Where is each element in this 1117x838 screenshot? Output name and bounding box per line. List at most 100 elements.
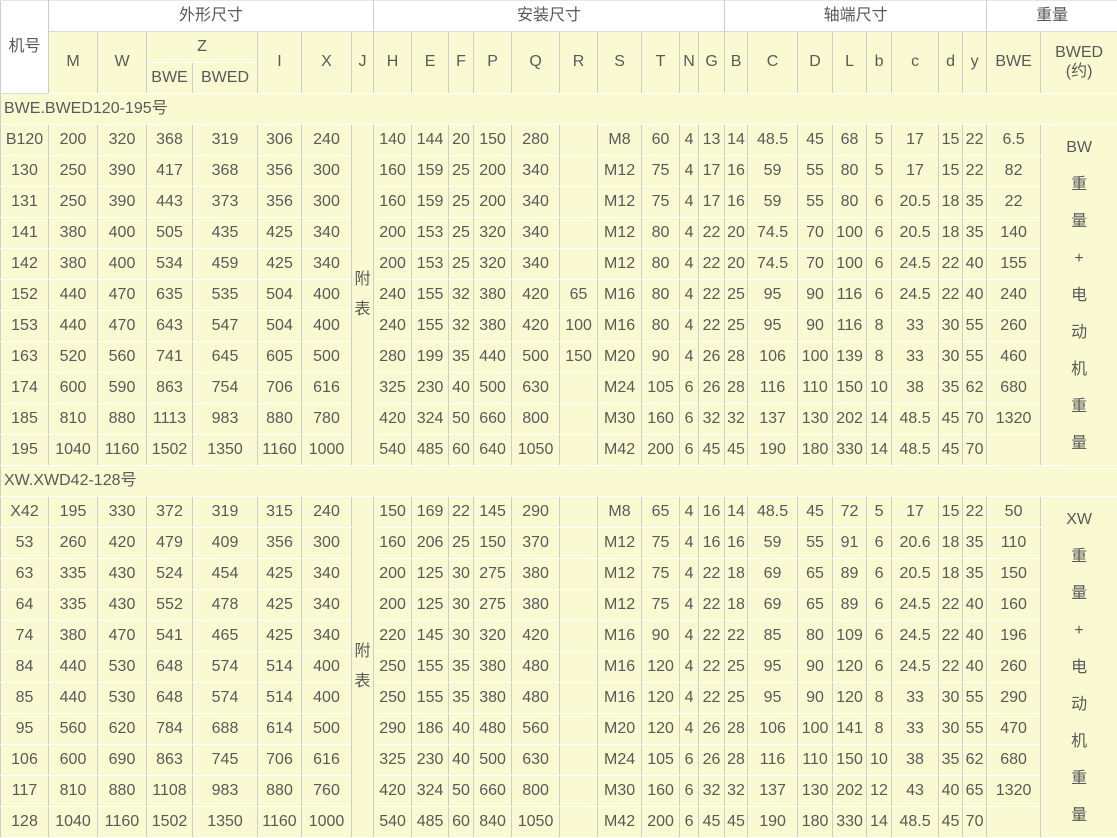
cell-y: 62 <box>962 372 988 404</box>
cell-z-bwe: 863 <box>146 744 193 776</box>
cell-y: 55 <box>962 682 988 714</box>
cell-x: 300 <box>301 186 352 218</box>
cell-c-upper: 69 <box>747 558 799 590</box>
cell-h: 540 <box>373 806 413 838</box>
cell-q: 420 <box>511 310 561 342</box>
cell-r <box>559 217 599 249</box>
cell-x: 400 <box>301 279 352 311</box>
cell-l: 68 <box>832 124 868 156</box>
cell-d-lower: 35 <box>938 744 964 776</box>
cell-model: 153 <box>0 310 49 342</box>
header-z-split-row: BWE BWED <box>1 62 1117 94</box>
cell-model: 64 <box>0 589 49 621</box>
cell-m: 260 <box>48 527 98 559</box>
cell-g: 17 <box>698 186 726 218</box>
cell-t: 75 <box>641 558 681 590</box>
cell-model: 174 <box>0 372 49 404</box>
cell-g: 26 <box>698 341 726 373</box>
cell-z-bwe: 1113 <box>146 403 193 435</box>
cell-w: 430 <box>97 589 147 621</box>
cell-d-lower: 18 <box>938 527 964 559</box>
cell-c-lower: 20.5 <box>891 186 940 218</box>
cell-f: 50 <box>448 775 475 807</box>
cell-x: 780 <box>301 403 352 435</box>
cell-p: 500 <box>473 744 513 776</box>
cell-t: 160 <box>641 403 681 435</box>
cell-z-bwe: 541 <box>146 620 193 652</box>
cell-y: 35 <box>962 527 988 559</box>
cell-bwe-weight: 110 <box>986 527 1042 559</box>
cell-b-lower: 12 <box>866 775 893 807</box>
cell-g: 26 <box>698 372 726 404</box>
cell-q: 380 <box>511 589 561 621</box>
cell-t: 80 <box>641 279 681 311</box>
cell-t: 60 <box>641 124 681 156</box>
cell-d-lower: 22 <box>938 279 964 311</box>
cell-b-lower: 6 <box>866 589 893 621</box>
cell-model: 142 <box>0 248 49 280</box>
cell-w: 620 <box>97 713 147 745</box>
cell-i: 514 <box>257 651 302 683</box>
cell-w: 470 <box>97 279 147 311</box>
table-row: 163 520 560 741 645 605 500 280 199 35 440 500 150 M2… <box>0 341 1117 373</box>
cell-n: 4 <box>679 279 700 311</box>
cell-p: 200 <box>473 155 513 187</box>
cell-f: 30 <box>448 558 475 590</box>
cell-h: 250 <box>373 651 413 683</box>
cell-z-bwe: 863 <box>146 372 193 404</box>
cell-t: 105 <box>641 744 681 776</box>
cell-n: 4 <box>679 341 700 373</box>
cell-i: 514 <box>257 682 302 714</box>
cell-q: 800 <box>511 775 561 807</box>
cell-f: 35 <box>448 341 475 373</box>
col-header-g: G <box>698 31 726 94</box>
cell-b-upper: 16 <box>724 155 749 187</box>
cell-g: 45 <box>698 806 726 838</box>
cell-x: 340 <box>301 558 352 590</box>
cell-w: 470 <box>97 620 147 652</box>
cell-e: 159 <box>411 186 450 218</box>
cell-z-bwed: 1350 <box>192 806 258 838</box>
cell-z-bwe: 1502 <box>146 434 193 466</box>
cell-q: 560 <box>511 713 561 745</box>
cell-b-upper: 20 <box>724 217 749 249</box>
cell-z-bwed: 754 <box>192 372 258 404</box>
cell-d-lower: 22 <box>938 248 964 280</box>
cell-m: 335 <box>48 558 98 590</box>
cell-c-lower: 20.6 <box>891 527 940 559</box>
cell-z-bwed: 459 <box>192 248 258 280</box>
group-header-outer-dims: 外形尺寸 <box>47 0 375 32</box>
table-row: 117 810 880 1108 983 880 760 420 324 50 660 800 M30 1… <box>0 775 1117 807</box>
cell-y: 55 <box>962 341 988 373</box>
cell-model: X42 <box>0 496 49 528</box>
cell-d-lower: 18 <box>938 217 964 249</box>
cell-n: 4 <box>679 310 700 342</box>
cell-l: 330 <box>832 434 868 466</box>
cell-g: 22 <box>698 558 726 590</box>
cell-z-bwed: 368 <box>192 155 258 187</box>
table-row: 131 250 390 443 373 356 300 160 159 25 200 340 M12 75… <box>0 186 1117 218</box>
cell-t: 75 <box>641 527 681 559</box>
cell-c-upper: 95 <box>747 682 799 714</box>
cell-b-upper: 25 <box>724 682 749 714</box>
cell-c-upper: 59 <box>747 155 799 187</box>
cell-r <box>559 775 599 807</box>
cell-p: 660 <box>473 775 513 807</box>
cell-b-upper: 22 <box>724 620 749 652</box>
cell-w: 400 <box>97 217 147 249</box>
cell-z-bwed: 373 <box>192 186 258 218</box>
cell-s: M8 <box>597 496 643 528</box>
cell-bwe-weight: 290 <box>986 682 1042 714</box>
cell-l: 100 <box>832 217 868 249</box>
cell-l: 139 <box>832 341 868 373</box>
cell-i: 356 <box>257 155 302 187</box>
cell-b-upper: 25 <box>724 651 749 683</box>
cell-bwe-weight <box>986 806 1042 838</box>
cell-d-upper: 90 <box>797 310 834 342</box>
cell-b-lower: 10 <box>866 372 893 404</box>
table-row: 141 380 400 505 435 425 340 200 153 25 320 340 M12 80… <box>0 217 1117 249</box>
cell-model: 128 <box>0 806 49 838</box>
cell-model: 117 <box>0 775 49 807</box>
cell-d-upper: 45 <box>797 124 834 156</box>
cell-p: 660 <box>473 403 513 435</box>
